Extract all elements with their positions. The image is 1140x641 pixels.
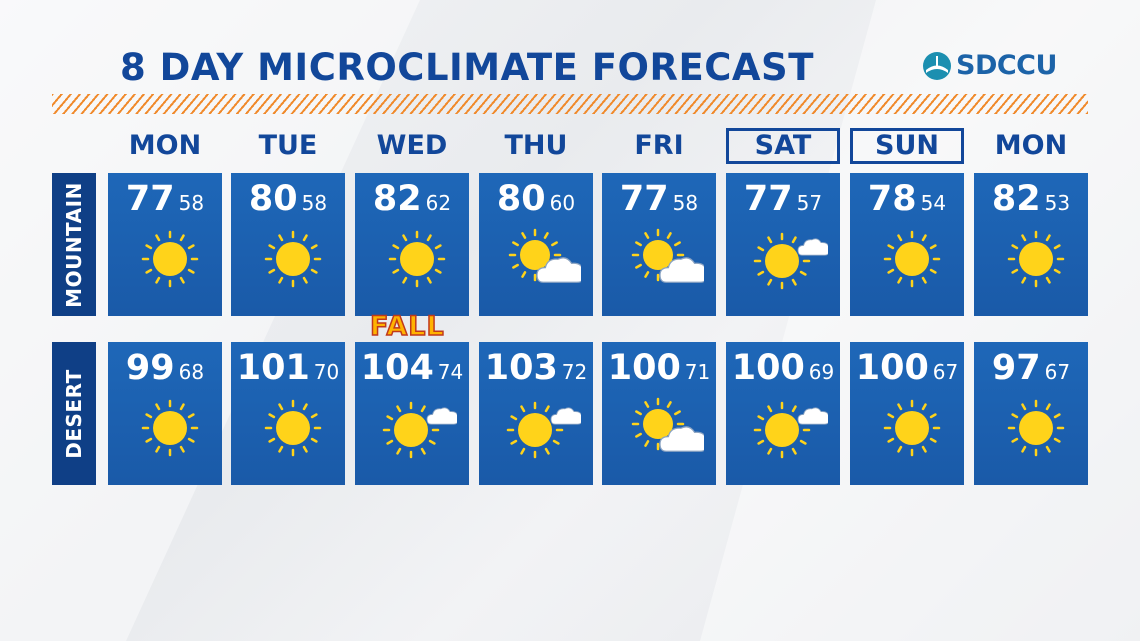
- temperature-pair: 103 72: [479, 348, 593, 388]
- temperature-pair: 100 71: [602, 348, 716, 388]
- low-temp: 53: [1044, 191, 1071, 215]
- temperature-pair: 80 60: [479, 179, 593, 219]
- high-temp: 104: [360, 348, 434, 388]
- high-temp: 78: [867, 179, 917, 219]
- sun-icon: [377, 225, 457, 293]
- low-temp: 58: [178, 191, 205, 215]
- low-temp: 69: [808, 360, 835, 384]
- day-header-1: TUE: [258, 130, 318, 161]
- mostly-sunny-icon: [501, 394, 583, 462]
- forecast-tile: 77 57: [726, 173, 840, 316]
- temperature-pair: 77 58: [108, 179, 222, 219]
- low-temp: 58: [672, 191, 699, 215]
- low-temp: 71: [684, 360, 711, 384]
- temperature-pair: 104 74: [355, 348, 469, 388]
- forecast-tile: 104 74: [355, 342, 469, 485]
- high-temp: 100: [731, 348, 805, 388]
- forecast-tile: 101 70: [231, 342, 345, 485]
- mostly-sunny-icon: [377, 394, 459, 462]
- low-temp: 54: [920, 191, 947, 215]
- sun-icon: [130, 225, 210, 293]
- sun-icon: [253, 394, 333, 462]
- low-temp: 58: [301, 191, 328, 215]
- partly-cloudy-icon: [624, 394, 708, 462]
- high-temp: 101: [236, 348, 310, 388]
- sdccu-logo: SDCCU: [922, 50, 1057, 81]
- sun-icon: [996, 225, 1076, 293]
- forecast-tile: 77 58: [108, 173, 222, 316]
- sun-icon: [253, 225, 333, 293]
- low-temp: 67: [932, 360, 959, 384]
- high-temp: 82: [991, 179, 1041, 219]
- partly-cloudy-icon: [624, 225, 708, 293]
- day-header-7: MON: [994, 130, 1068, 161]
- sun-icon: [872, 394, 952, 462]
- forecast-tile: 80 58: [231, 173, 345, 316]
- high-temp: 77: [619, 179, 669, 219]
- sun-icon: [872, 225, 952, 293]
- forecast-tile: 100 69: [726, 342, 840, 485]
- low-temp: 72: [561, 360, 588, 384]
- orange-stripe-divider: [52, 94, 1088, 114]
- temperature-pair: 100 67: [850, 348, 964, 388]
- fall-badge: FALL: [369, 310, 445, 343]
- forecast-tile: 97 67: [974, 342, 1088, 485]
- mostly-sunny-icon: [748, 225, 830, 293]
- sdccu-logo-icon: [923, 51, 951, 80]
- day-header-3: THU: [504, 130, 568, 161]
- low-temp: 60: [549, 191, 576, 215]
- forecast-tile: 77 58: [602, 173, 716, 316]
- low-temp: 70: [313, 360, 340, 384]
- forecast-tile: 82 62: [355, 173, 469, 316]
- day-header-0: MON: [128, 130, 202, 161]
- forecast-tile: 99 68: [108, 342, 222, 485]
- forecast-tile: 82 53: [974, 173, 1088, 316]
- temperature-pair: 100 69: [726, 348, 840, 388]
- forecast-tile: 103 72: [479, 342, 593, 485]
- high-temp: 82: [372, 179, 422, 219]
- day-header-4: FRI: [634, 130, 684, 161]
- high-temp: 77: [743, 179, 793, 219]
- temperature-pair: 82 53: [974, 179, 1088, 219]
- low-temp: 57: [796, 191, 823, 215]
- low-temp: 74: [437, 360, 464, 384]
- sun-icon: [130, 394, 210, 462]
- partly-cloudy-icon: [501, 225, 585, 293]
- temperature-pair: 99 68: [108, 348, 222, 388]
- low-temp: 67: [1044, 360, 1071, 384]
- high-temp: 103: [484, 348, 558, 388]
- day-header-5: SAT: [726, 128, 840, 164]
- forecast-tile: 100 67: [850, 342, 964, 485]
- day-header-2: WED: [376, 130, 448, 161]
- low-temp: 62: [425, 191, 452, 215]
- high-temp: 77: [125, 179, 175, 219]
- temperature-pair: 78 54: [850, 179, 964, 219]
- logo-text: SDCCU: [956, 50, 1057, 81]
- day-header-6: SUN: [850, 128, 964, 164]
- high-temp: 97: [991, 348, 1041, 388]
- row-label-mountain: MOUNTAIN: [52, 173, 96, 316]
- high-temp: 80: [248, 179, 298, 219]
- high-temp: 99: [125, 348, 175, 388]
- low-temp: 68: [178, 360, 205, 384]
- row-label-text: DESERT: [62, 368, 86, 459]
- row-label-text: MOUNTAIN: [62, 181, 86, 308]
- forecast-title: 8 DAY MICROCLIMATE FORECAST: [120, 46, 814, 89]
- temperature-pair: 77 57: [726, 179, 840, 219]
- temperature-pair: 97 67: [974, 348, 1088, 388]
- sun-icon: [996, 394, 1076, 462]
- forecast-tile: 100 71: [602, 342, 716, 485]
- high-temp: 80: [496, 179, 546, 219]
- mostly-sunny-icon: [748, 394, 830, 462]
- high-temp: 100: [607, 348, 681, 388]
- forecast-tile: 80 60: [479, 173, 593, 316]
- temperature-pair: 82 62: [355, 179, 469, 219]
- temperature-pair: 101 70: [231, 348, 345, 388]
- row-label-desert: DESERT: [52, 342, 96, 485]
- high-temp: 100: [855, 348, 929, 388]
- temperature-pair: 80 58: [231, 179, 345, 219]
- forecast-tile: 78 54: [850, 173, 964, 316]
- temperature-pair: 77 58: [602, 179, 716, 219]
